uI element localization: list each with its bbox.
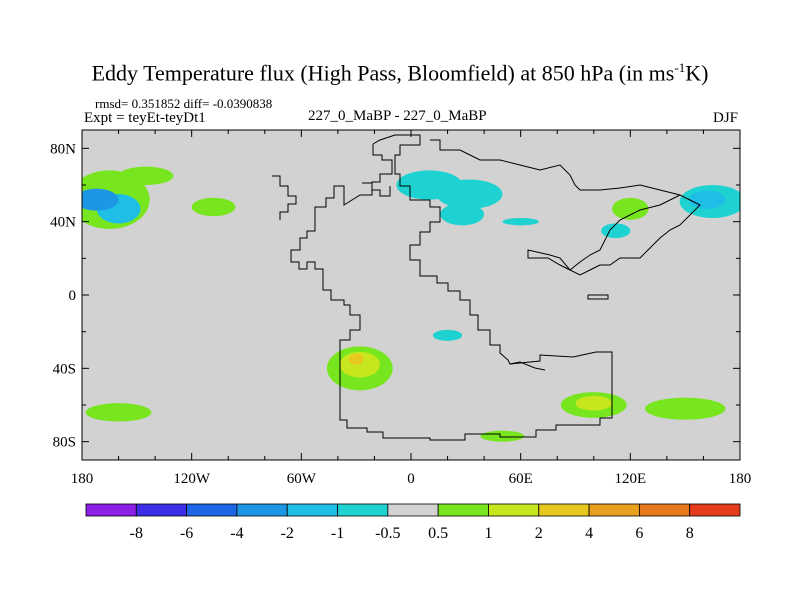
colorbar-label: -4 — [230, 525, 243, 542]
colorbar-swatch — [186, 503, 238, 517]
season-label: DJF — [712, 110, 738, 126]
x-tick-label: 180 — [729, 471, 752, 487]
y-tick-label: 40N — [50, 215, 76, 231]
colorbar-swatch — [437, 503, 489, 517]
coastline-outline — [272, 134, 701, 441]
flux-region-18 — [575, 395, 613, 411]
colorbar-label: 2 — [535, 525, 543, 542]
x-tick-label: 120W — [173, 471, 211, 487]
y-tick-label: 0 — [69, 288, 77, 304]
colorbar-label: -2 — [281, 525, 294, 542]
experiment-label: Expt = teyEt-teyDt1 — [84, 110, 206, 126]
flux-region-3 — [191, 197, 236, 217]
colorbar-label: -6 — [180, 525, 193, 542]
comparison-label: 227_0_MaBP - 227_0_MaBP — [308, 108, 487, 124]
colorbar-label: 6 — [635, 525, 643, 542]
colorbar-label: -0.5 — [375, 525, 400, 542]
flux-region-6 — [436, 179, 503, 209]
chart-title: Eddy Temperature flux (High Pass, Bloomf… — [91, 60, 709, 86]
colorbar-label: 1 — [484, 525, 492, 542]
colorbar-label: -1 — [331, 525, 344, 542]
colorbar-swatch — [638, 503, 691, 517]
flux-region-12 — [502, 218, 539, 226]
y-tick-label: 80N — [50, 141, 76, 157]
colorbar: -8 -6 -4 -2 -1 -0.5 0.5 1 2 4 6 8 — [85, 503, 741, 542]
y-tick-label: 40S — [53, 361, 76, 377]
x-tick-label: 180 — [71, 471, 94, 487]
colorbar-swatch — [337, 503, 389, 517]
colorbar-swatch — [286, 503, 338, 517]
flux-region-15 — [348, 353, 364, 365]
flux-region-4 — [118, 166, 174, 185]
flux-region-21 — [480, 430, 525, 442]
colorbar-swatch — [689, 503, 741, 517]
colorbar-label: -8 — [130, 525, 143, 542]
flux-region-16 — [432, 329, 463, 341]
colorbar-swatch — [85, 503, 137, 517]
colorbar-swatch — [236, 503, 288, 517]
colorbar-swatch — [488, 503, 540, 517]
colorbar-label: 0.5 — [428, 525, 448, 542]
flux-region-11 — [688, 190, 726, 209]
x-tick-label: 0 — [407, 471, 415, 487]
x-tick-label: 120E — [614, 471, 646, 487]
flux-region-2 — [82, 188, 119, 211]
x-tick-label: 60W — [287, 471, 317, 487]
x-tick-label: 60E — [509, 471, 533, 487]
y-tick-label: 80S — [53, 435, 76, 451]
flux-region-19 — [644, 397, 726, 420]
colorbar-label: 4 — [585, 525, 593, 542]
colorbar-swatch — [588, 503, 640, 517]
flux-region-9 — [601, 223, 631, 239]
colorbar-swatch — [538, 503, 590, 517]
flux-region-20 — [85, 403, 152, 422]
colorbar-swatch — [387, 503, 439, 517]
colorbar-swatch — [135, 503, 188, 517]
stats-label: rmsd= 0.351852 diff= -0.0390838 — [95, 96, 273, 111]
colorbar-label: 8 — [686, 525, 694, 542]
flux-region-8 — [612, 197, 649, 220]
flux-region-7 — [440, 203, 485, 226]
